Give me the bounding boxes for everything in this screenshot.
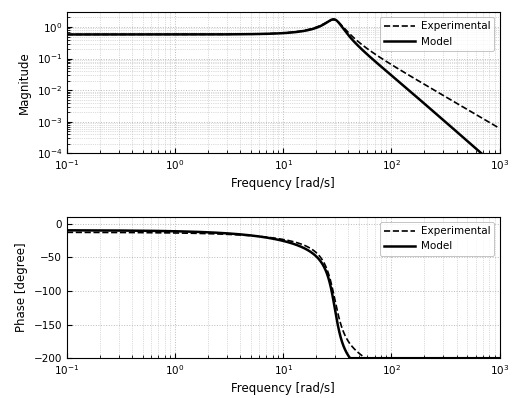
Experimental xyxy=(230,32,236,37)
Model xyxy=(139,228,145,233)
Model xyxy=(230,32,236,37)
Model xyxy=(230,231,236,236)
Model xyxy=(441,356,448,361)
Model xyxy=(139,32,145,37)
Model xyxy=(331,17,337,21)
Experimental xyxy=(441,94,448,99)
Model xyxy=(496,167,503,172)
Experimental xyxy=(64,230,70,235)
Experimental xyxy=(249,233,255,238)
Experimental xyxy=(496,356,503,361)
Line: Model: Model xyxy=(67,19,500,169)
Experimental xyxy=(488,121,494,126)
Line: Model: Model xyxy=(67,230,500,358)
Legend: Experimental, Model: Experimental, Model xyxy=(380,17,494,51)
Experimental xyxy=(64,32,70,37)
Model xyxy=(64,32,70,37)
Experimental xyxy=(441,356,448,361)
Line: Experimental: Experimental xyxy=(67,232,500,358)
Experimental xyxy=(488,356,494,361)
Legend: Experimental, Model: Experimental, Model xyxy=(380,222,494,256)
Experimental xyxy=(249,32,255,37)
Experimental xyxy=(113,32,119,37)
Y-axis label: Phase [degree]: Phase [degree] xyxy=(15,243,28,332)
Experimental xyxy=(139,32,145,37)
Experimental xyxy=(330,18,336,22)
Model xyxy=(488,356,494,361)
Experimental xyxy=(230,232,236,237)
Model xyxy=(496,356,503,361)
Model xyxy=(113,32,119,37)
Experimental xyxy=(496,126,503,131)
Model xyxy=(113,228,119,233)
Line: Experimental: Experimental xyxy=(67,20,500,128)
Model xyxy=(347,356,353,361)
X-axis label: Frequency [rad/s]: Frequency [rad/s] xyxy=(231,178,335,191)
Model xyxy=(488,160,494,164)
Y-axis label: Magnitude: Magnitude xyxy=(18,51,31,114)
Experimental xyxy=(113,230,119,235)
Model xyxy=(64,228,70,233)
Model xyxy=(441,119,448,123)
Experimental xyxy=(139,230,145,235)
Experimental xyxy=(363,356,369,361)
Model xyxy=(249,233,255,238)
Model xyxy=(249,32,255,37)
X-axis label: Frequency [rad/s]: Frequency [rad/s] xyxy=(231,382,335,396)
